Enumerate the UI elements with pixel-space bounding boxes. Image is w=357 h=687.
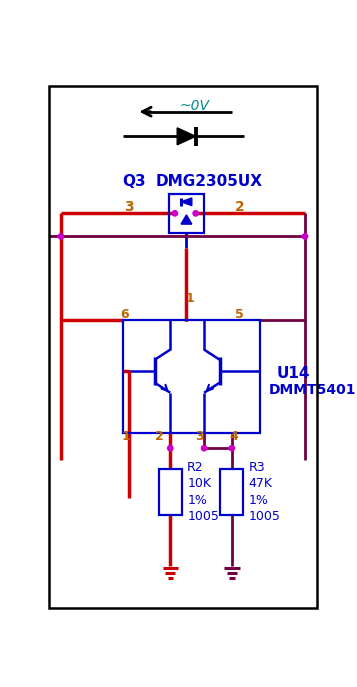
Text: 3: 3 — [124, 200, 134, 214]
Text: 2: 2 — [235, 200, 245, 214]
Bar — [169, 194, 204, 233]
Text: R2
10K
1%
1005: R2 10K 1% 1005 — [187, 461, 219, 523]
Text: Q3: Q3 — [122, 174, 146, 188]
Text: 6: 6 — [121, 308, 129, 322]
Circle shape — [172, 211, 177, 216]
Text: DMMT5401: DMMT5401 — [269, 383, 356, 398]
Text: 1: 1 — [122, 430, 131, 443]
Text: R3
47K
1%
1005: R3 47K 1% 1005 — [249, 461, 281, 523]
Bar — [159, 469, 182, 515]
Polygon shape — [177, 128, 196, 145]
Text: 1: 1 — [186, 291, 195, 304]
Circle shape — [58, 234, 64, 239]
Circle shape — [302, 234, 308, 239]
Circle shape — [167, 445, 173, 451]
Polygon shape — [181, 198, 192, 205]
Bar — [122, 319, 260, 433]
Text: 3: 3 — [195, 430, 204, 443]
Text: 2: 2 — [155, 430, 164, 443]
Circle shape — [201, 445, 207, 451]
Circle shape — [193, 211, 198, 216]
Text: 4: 4 — [230, 430, 238, 443]
Polygon shape — [181, 215, 192, 224]
Text: ~0V: ~0V — [179, 98, 209, 113]
Text: 5: 5 — [235, 308, 244, 322]
Text: U14: U14 — [277, 366, 310, 381]
Circle shape — [229, 445, 235, 451]
Text: DMG2305UX: DMG2305UX — [156, 174, 263, 188]
Bar — [220, 469, 243, 515]
